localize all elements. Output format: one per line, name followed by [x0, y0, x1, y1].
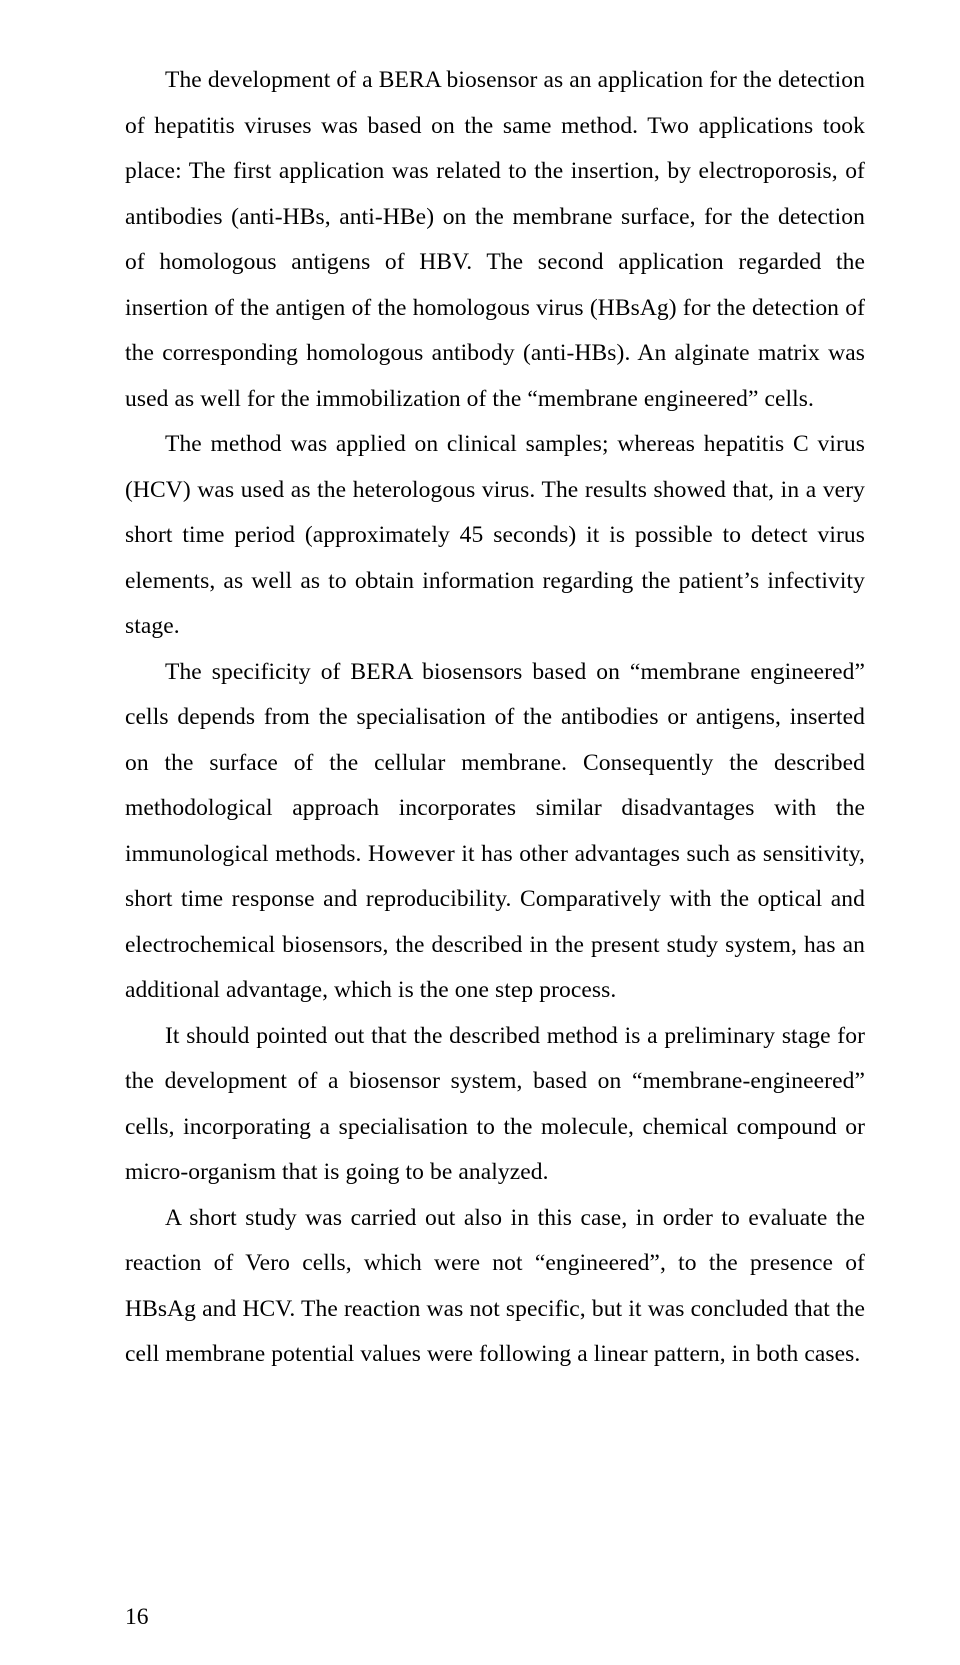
document-page: The development of a BERA biosensor as a… — [0, 0, 960, 1665]
body-paragraph: The method was applied on clinical sampl… — [125, 422, 865, 650]
body-paragraph: It should pointed out that the described… — [125, 1014, 865, 1196]
body-paragraph: A short study was carried out also in th… — [125, 1196, 865, 1378]
body-paragraph: The specificity of BERA biosensors based… — [125, 650, 865, 1014]
body-paragraph: The development of a BERA biosensor as a… — [125, 58, 865, 422]
page-number: 16 — [125, 1604, 149, 1631]
